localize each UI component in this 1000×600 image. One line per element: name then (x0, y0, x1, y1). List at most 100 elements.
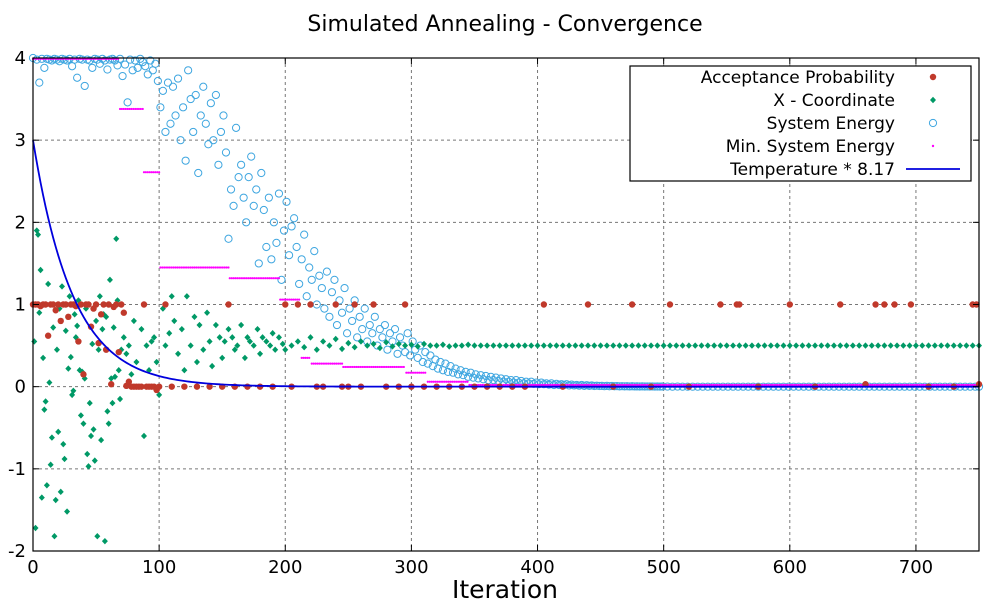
x-coordinate-point (376, 344, 383, 352)
x-axis-label: Iteration (452, 575, 558, 600)
min-energy-point (880, 383, 883, 387)
min-energy-point (397, 365, 400, 369)
x-coordinate-point (509, 342, 516, 349)
min-energy-point (822, 383, 825, 387)
x-coordinate-point (60, 440, 67, 448)
min-energy-point (576, 383, 579, 387)
min-energy-point (922, 383, 925, 387)
min-energy-point (262, 277, 265, 280)
legend-label: System Energy (767, 114, 895, 134)
x-coordinate-point (414, 343, 421, 350)
energy-point (327, 288, 337, 297)
min-energy-point (361, 365, 364, 369)
acceptance-point (42, 301, 49, 308)
acceptance-point (108, 381, 115, 388)
x-coordinate-point (685, 342, 692, 349)
x-coordinate-point (528, 342, 535, 349)
x-coordinate-point (115, 367, 122, 374)
energy-point (307, 275, 316, 284)
energy-point (239, 193, 248, 202)
y-tick-label: 1 (15, 295, 26, 316)
min-energy-point (339, 362, 342, 365)
acceptance-point (584, 301, 592, 308)
x-coordinate-point (66, 293, 73, 300)
x-coordinate-point (104, 408, 111, 415)
min-energy-point (869, 383, 872, 387)
x-tick-label: 0 (27, 557, 38, 578)
x-coordinate-point (151, 334, 158, 341)
x-coordinate-point (761, 342, 768, 349)
min-energy-point (956, 383, 959, 387)
x-coordinate-point (96, 293, 103, 300)
min-energy-point (416, 371, 419, 374)
min-energy-point (479, 383, 482, 387)
x-coordinate-point (244, 334, 251, 341)
min-energy-point (595, 383, 598, 387)
min-energy-point (296, 298, 299, 301)
x-tick-label: 700 (899, 557, 933, 578)
min-energy-point (789, 383, 793, 387)
x-coordinate-point (849, 342, 856, 349)
min-energy-point (422, 371, 425, 374)
acceptance-point (97, 311, 105, 318)
x-coordinate-point (395, 340, 402, 348)
min-energy-point (441, 380, 445, 383)
min-energy-point (931, 383, 935, 387)
min-energy-point (905, 383, 908, 387)
energy-point (214, 160, 223, 169)
acceptance-point (77, 301, 85, 308)
x-coordinate-point (37, 266, 44, 274)
min-energy-point (846, 383, 849, 387)
min-energy-point (534, 383, 537, 387)
min-energy-point (842, 383, 846, 387)
min-energy-point (892, 383, 895, 387)
x-tick-label: 500 (646, 557, 680, 578)
min-energy-point (555, 383, 558, 387)
energy-point (289, 214, 299, 223)
energy-point (358, 325, 367, 334)
min-energy-point (875, 383, 878, 387)
min-energy-point (383, 365, 387, 369)
min-energy-point (644, 383, 647, 387)
min-energy-point (414, 371, 417, 374)
min-energy-point (329, 362, 332, 365)
min-energy-point (935, 383, 938, 387)
acceptance-point (168, 383, 175, 390)
min-energy-point (400, 365, 404, 369)
min-energy-point (405, 371, 408, 374)
acceptance-point (138, 383, 145, 390)
min-energy-point (426, 380, 429, 383)
x-coordinate-point (48, 434, 55, 441)
min-energy-point (771, 383, 774, 387)
y-tick-label: 2 (15, 212, 26, 233)
x-coordinate-point (259, 334, 266, 341)
min-energy-point (858, 383, 861, 387)
min-energy-point (466, 380, 469, 383)
min-energy-point (805, 383, 808, 387)
min-energy-point (617, 383, 620, 387)
acceptance-point (85, 301, 92, 308)
min-energy-point (223, 266, 226, 269)
min-energy-point (445, 380, 448, 383)
min-energy-point (702, 383, 706, 387)
energy-point (226, 185, 236, 194)
plot-area (28, 53, 984, 545)
min-energy-point (579, 383, 583, 387)
energy-point (249, 201, 258, 210)
min-energy-point (322, 362, 325, 365)
x-coordinate-point (793, 342, 800, 349)
energy-point (335, 296, 344, 305)
x-coordinate-point (799, 342, 806, 349)
min-energy-point (744, 383, 747, 387)
acceptance-point (44, 332, 52, 339)
min-energy-point (833, 383, 836, 387)
x-coordinate-point (357, 338, 364, 345)
min-energy-point (502, 383, 505, 387)
energy-point (237, 160, 246, 169)
x-coordinate-point (925, 342, 932, 349)
min-energy-point (585, 383, 588, 387)
min-energy-point (884, 383, 887, 387)
min-energy-point (120, 107, 124, 111)
min-energy-point (799, 383, 802, 387)
x-coordinate-point (786, 342, 793, 349)
